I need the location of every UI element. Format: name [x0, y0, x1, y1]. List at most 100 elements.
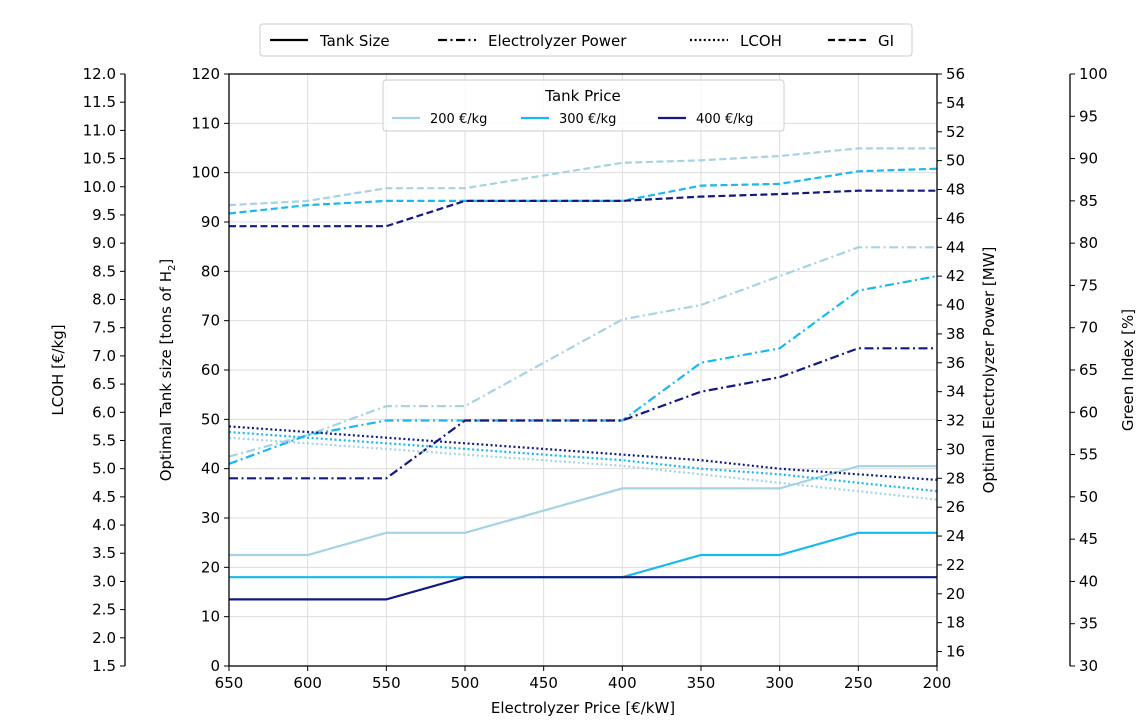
gi-series-line	[228, 167, 938, 215]
x-tick-label: 550	[372, 674, 401, 692]
price-legend-label: 200 €/kg	[430, 112, 487, 127]
lcoh-tick-label: 3.0	[92, 572, 116, 590]
power-tick-label: 44	[946, 238, 965, 256]
gi-tick-label: 85	[1079, 192, 1098, 210]
power-tick-label: 30	[946, 440, 965, 458]
tank-tick-label: 20	[201, 558, 220, 576]
gi-tick-label: 65	[1079, 361, 1098, 379]
style-legend-label: Electrolyzer Power	[488, 32, 627, 50]
power-tick-label: 34	[946, 383, 965, 401]
lcoh-series-line	[228, 430, 938, 493]
lcoh-tick-label: 1.5	[92, 657, 116, 675]
tank-tick-label: 40	[201, 460, 220, 478]
price-legend-title: Tank Price	[544, 87, 620, 105]
lcoh-tick-label: 3.5	[92, 544, 116, 562]
tank-series-line	[229, 576, 937, 601]
lcoh-tick-label: 12.0	[83, 65, 116, 83]
lcoh-axis-label: LCOH [€/kg]	[49, 324, 67, 415]
lcoh-tick-label: 10.0	[83, 178, 116, 196]
power-tick-label: 20	[946, 585, 965, 603]
x-tick-label: 350	[687, 674, 716, 692]
lcoh-series-line	[228, 436, 938, 501]
power-tick-label: 42	[946, 267, 965, 285]
gi-tick-label: 60	[1079, 403, 1098, 421]
power-tick-label: 50	[946, 152, 965, 170]
lcoh-tick-label: 9.5	[92, 206, 116, 224]
axes: 650 600 550 500 450 400 350 300 250 2000102030405…	[83, 65, 1108, 692]
power-tick-label: 36	[946, 354, 965, 372]
tank-tick-label: 70	[201, 312, 220, 330]
tank-series-line	[229, 531, 937, 579]
power-tick-label: 48	[946, 181, 965, 199]
tank-tick-label: 110	[191, 114, 220, 132]
tank-tick-label: 30	[201, 509, 220, 527]
power-tick-label: 46	[946, 209, 965, 227]
lcoh-tick-label: 8.0	[92, 291, 116, 309]
power-tick-label: 22	[946, 556, 965, 574]
power-tick-label: 38	[946, 325, 965, 343]
x-tick-label: 650	[215, 674, 244, 692]
tank-tick-label: 60	[201, 361, 220, 379]
gi-series-line	[229, 189, 937, 228]
line-style-legend: Tank Size Electrolyzer Power LCOH GI	[259, 23, 913, 57]
gi-tick-label: 95	[1079, 107, 1098, 125]
lcoh-tick-label: 2.5	[92, 601, 116, 619]
power-tick-label: 24	[946, 527, 965, 545]
tank-series-line	[229, 465, 937, 557]
tank-tick-label: 10	[201, 608, 220, 626]
tank-axis-label-suffix: ]	[157, 259, 175, 265]
power-tick-label: 28	[946, 469, 965, 487]
gi-tick-label: 30	[1079, 657, 1098, 675]
lcoh-tick-label: 4.0	[92, 516, 116, 534]
power-series-line	[228, 246, 937, 458]
power-tick-label: 56	[946, 65, 965, 83]
lcoh-tick-label: 8.5	[92, 262, 116, 280]
style-legend-label: GI	[878, 32, 894, 50]
tank-tick-label: 80	[201, 262, 220, 280]
x-tick-label: 450	[529, 674, 558, 692]
lcoh-tick-label: 9.0	[92, 234, 116, 252]
lcoh-tick-label: 5.0	[92, 460, 116, 478]
power-tick-label: 26	[946, 498, 965, 516]
gi-tick-label: 80	[1079, 234, 1098, 252]
lcoh-tick-label: 2.0	[92, 629, 116, 647]
gi-tick-label: 90	[1079, 150, 1098, 168]
power-tick-label: 52	[946, 123, 965, 141]
style-legend-label: LCOH	[740, 32, 782, 50]
x-tick-label: 400	[608, 674, 637, 692]
gi-tick-label: 100	[1079, 65, 1108, 83]
x-tick-label: 600	[293, 674, 322, 692]
gi-tick-label: 55	[1079, 446, 1098, 464]
lcoh-tick-label: 7.0	[92, 347, 116, 365]
gi-tick-label: 75	[1079, 276, 1098, 294]
power-tick-label: 18	[946, 614, 965, 632]
lcoh-tick-label: 10.5	[83, 150, 116, 168]
gi-series-line	[228, 147, 937, 207]
gi-tick-label: 40	[1079, 572, 1098, 590]
power-axis-label: Optimal Electrolyzer Power [MW]	[980, 247, 998, 494]
power-tick-label: 16	[946, 643, 965, 661]
gi-tick-label: 50	[1079, 488, 1098, 506]
lcoh-tick-label: 4.5	[92, 488, 116, 506]
lcoh-tick-label: 11.5	[83, 93, 116, 111]
tank-tick-label: 50	[201, 410, 220, 428]
lcoh-tick-label: 6.5	[92, 375, 116, 393]
x-tick-label: 200	[923, 674, 952, 692]
style-legend-label: Tank Size	[319, 32, 390, 50]
tank-price-legend: Tank Price 200 €/kg 300 €/kg 400 €/kg	[382, 79, 785, 132]
power-series-line	[229, 347, 937, 480]
x-tick-label: 300	[765, 674, 794, 692]
gi-tick-label: 70	[1079, 319, 1098, 337]
series-lines	[228, 147, 938, 601]
x-tick-label: 250	[844, 674, 873, 692]
tank-axis-label-subscript: 2	[167, 265, 178, 271]
lcoh-tick-label: 5.5	[92, 431, 116, 449]
price-legend-label: 400 €/kg	[696, 112, 753, 127]
tank-axis-label-main: Optimal Tank size [tons of H	[157, 271, 175, 481]
power-tick-label: 32	[946, 412, 965, 430]
tank-tick-label: 90	[201, 213, 220, 231]
lcoh-tick-label: 11.0	[83, 121, 116, 139]
x-axis-label: Electrolyzer Price [€/kW]	[491, 699, 675, 717]
gi-tick-label: 45	[1079, 530, 1098, 548]
